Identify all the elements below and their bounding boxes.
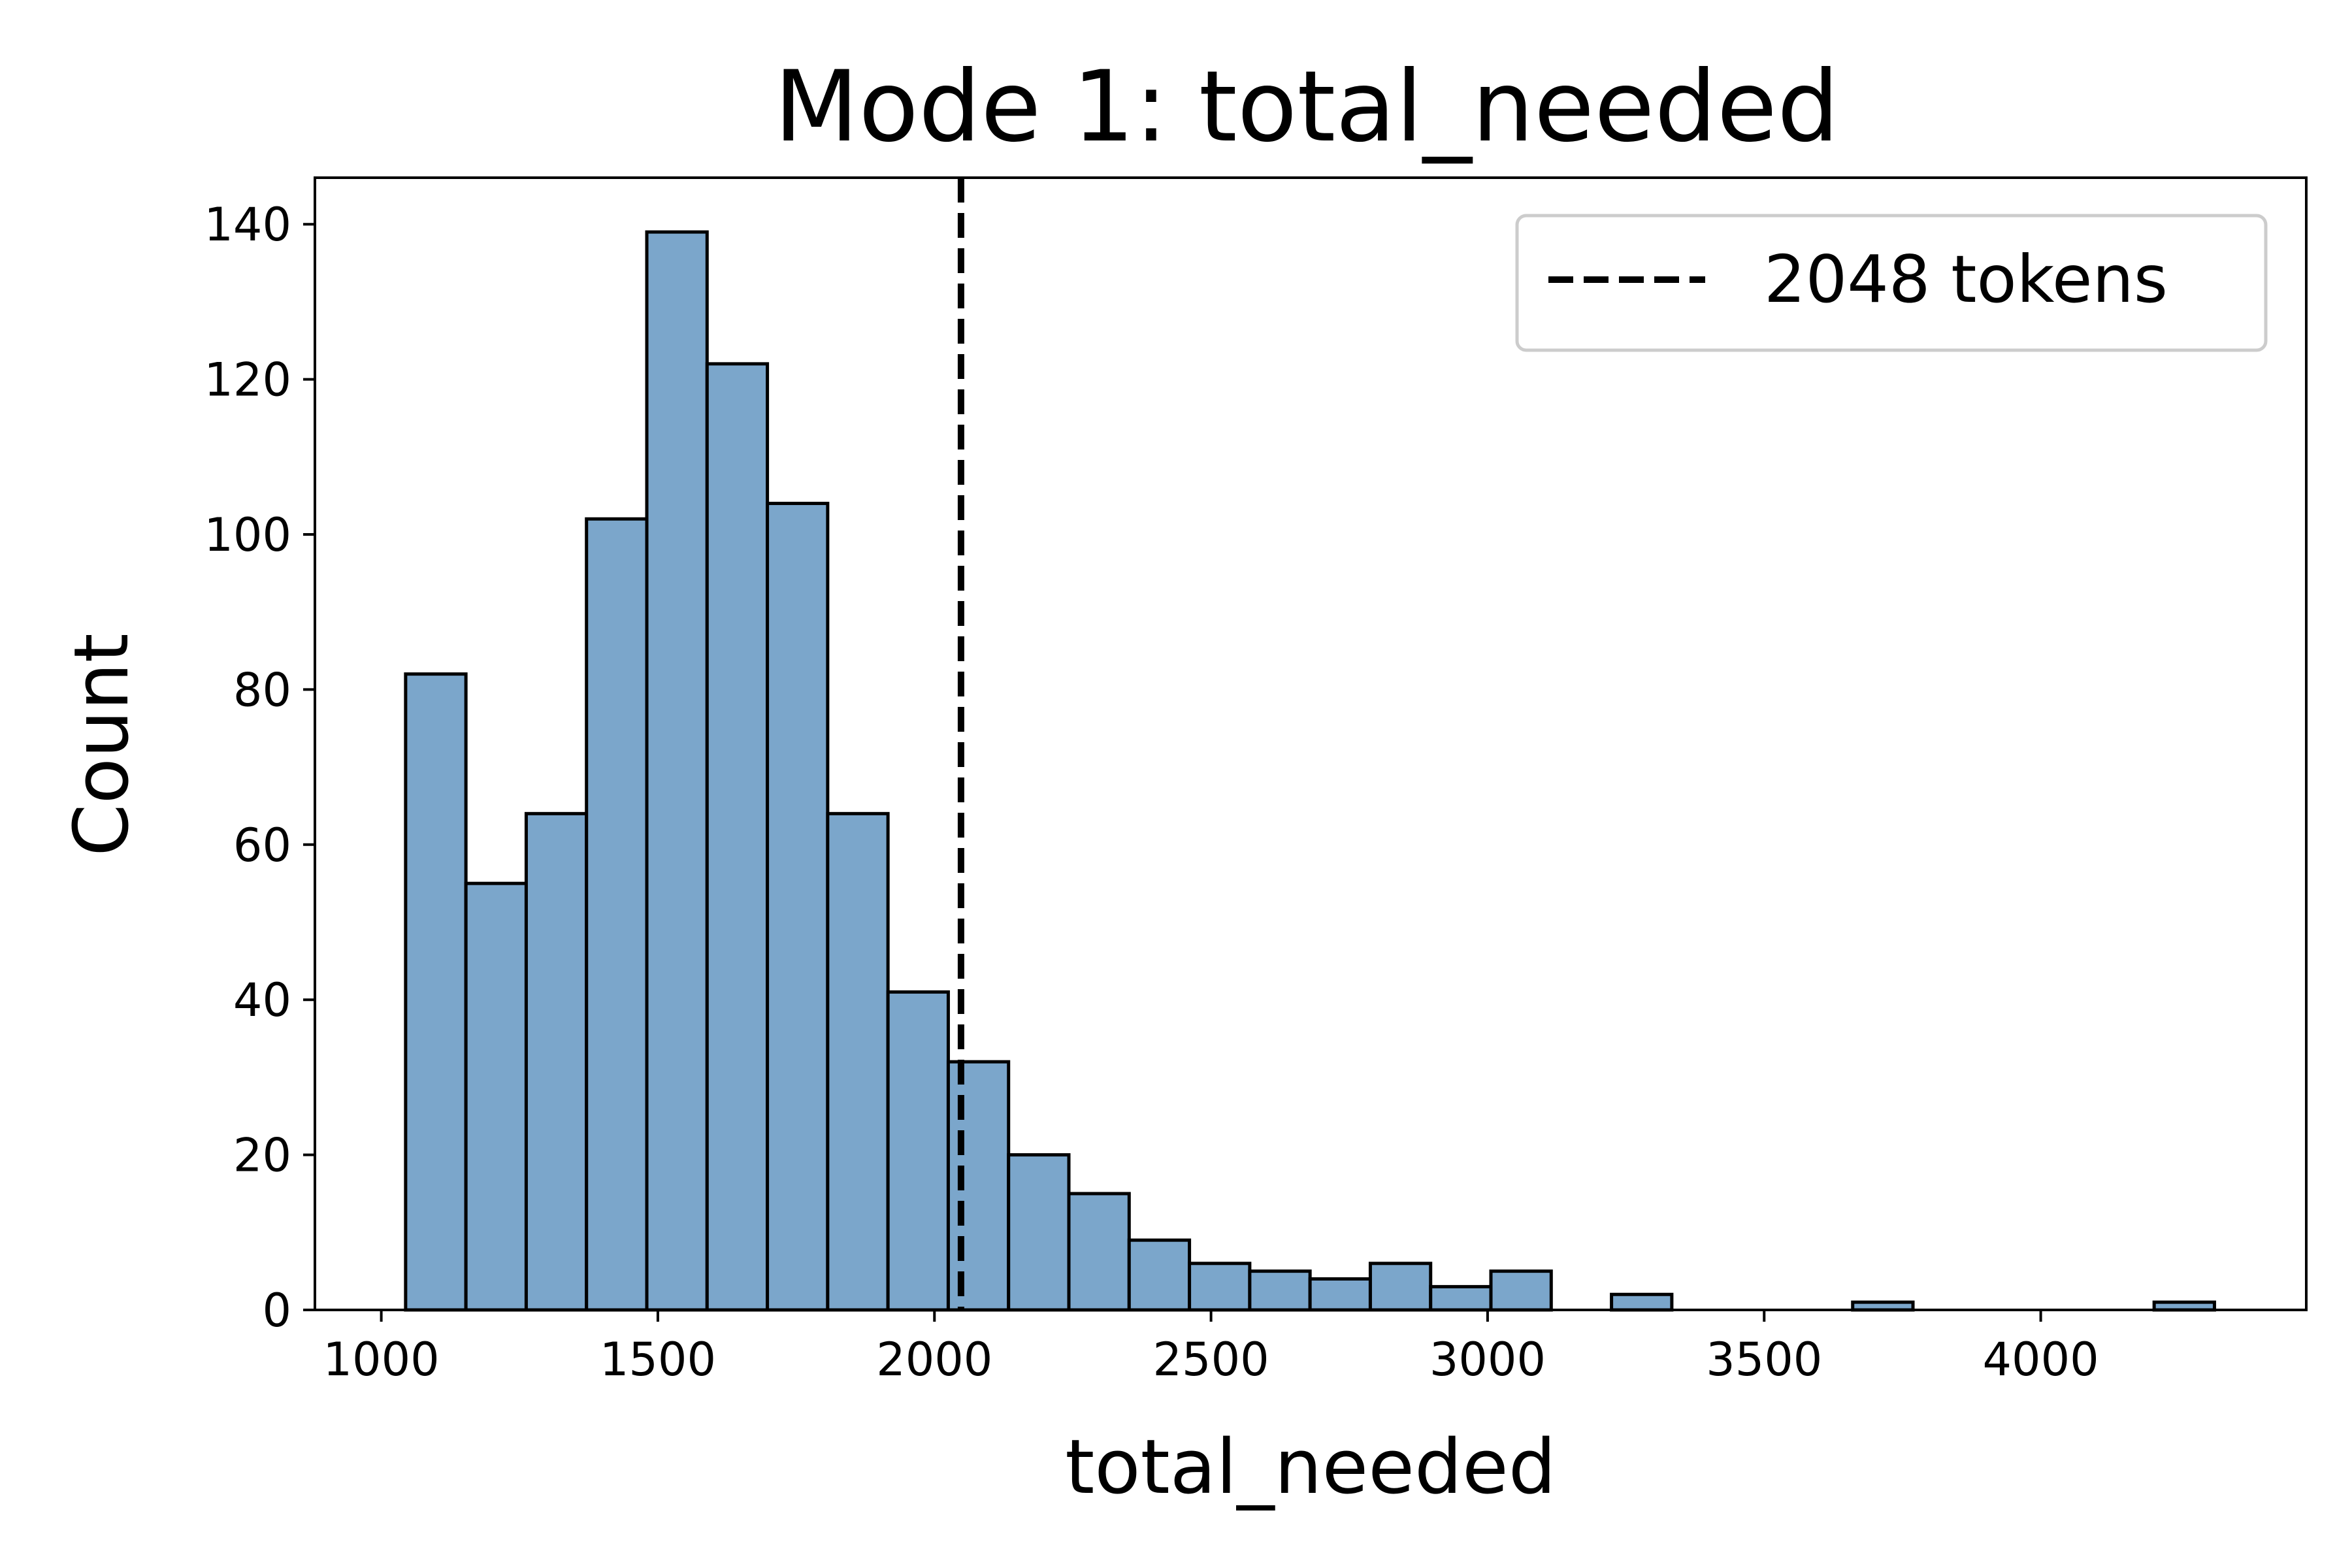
chart-title: Mode 1: total_needed	[774, 50, 1839, 164]
histogram-bar	[766, 502, 830, 1312]
y-tick-label: 120	[204, 353, 291, 407]
y-axis-ticks: 0 20 40 60 80 100 120 140	[204, 198, 315, 1337]
histogram-bar	[1127, 1238, 1192, 1312]
histogram-bar	[1489, 1269, 1553, 1312]
histogram-bar	[1007, 1153, 1071, 1312]
y-tick-label: 100	[204, 508, 291, 562]
histogram-bar	[464, 881, 528, 1312]
y-tick-label: 80	[233, 663, 291, 717]
histogram-bar	[1308, 1277, 1372, 1312]
histogram-bar	[886, 990, 950, 1312]
legend-box	[1515, 214, 2268, 352]
histogram-bar	[524, 811, 589, 1312]
histogram-bar	[705, 362, 770, 1312]
x-tick-label: 1500	[600, 1333, 716, 1386]
histogram-bar	[1067, 1192, 1131, 1312]
histogram-bar	[1188, 1262, 1252, 1312]
x-axis-ticks: 1000 1500 2000 2500 3000 3500 4000	[323, 1310, 2099, 1386]
histogram-bar	[1368, 1262, 1433, 1312]
x-tick-label: 2500	[1153, 1333, 1269, 1386]
y-tick-label: 40	[233, 973, 291, 1027]
y-axis-label: Count	[58, 633, 146, 857]
x-tick-label: 4000	[1983, 1333, 2099, 1386]
x-tick-label: 2000	[876, 1333, 992, 1386]
histogram-bars	[404, 230, 2216, 1312]
legend-entry-label: 2048 tokens	[1764, 241, 2168, 318]
histogram-bar	[585, 517, 649, 1312]
histogram-bar	[1429, 1284, 1493, 1312]
x-tick-label: 3000	[1429, 1333, 1546, 1386]
y-tick-label: 20	[233, 1129, 291, 1183]
legend: 2048 tokens	[1515, 214, 2268, 352]
y-tick-label: 0	[262, 1284, 291, 1337]
histogram-bar	[645, 230, 709, 1312]
x-axis-label: total_needed	[1065, 1424, 1556, 1511]
y-tick-label: 140	[204, 198, 291, 252]
x-tick-label: 3500	[1706, 1333, 1822, 1386]
histogram-bar	[946, 1060, 1011, 1312]
plot-frame	[314, 176, 2308, 1311]
x-tick-label: 1000	[323, 1333, 440, 1386]
histogram-bar	[1610, 1292, 1674, 1312]
histogram-bar	[826, 811, 890, 1312]
y-tick-label: 60	[233, 819, 291, 872]
histogram-bar	[404, 672, 468, 1312]
histogram-bar	[1248, 1269, 1312, 1312]
